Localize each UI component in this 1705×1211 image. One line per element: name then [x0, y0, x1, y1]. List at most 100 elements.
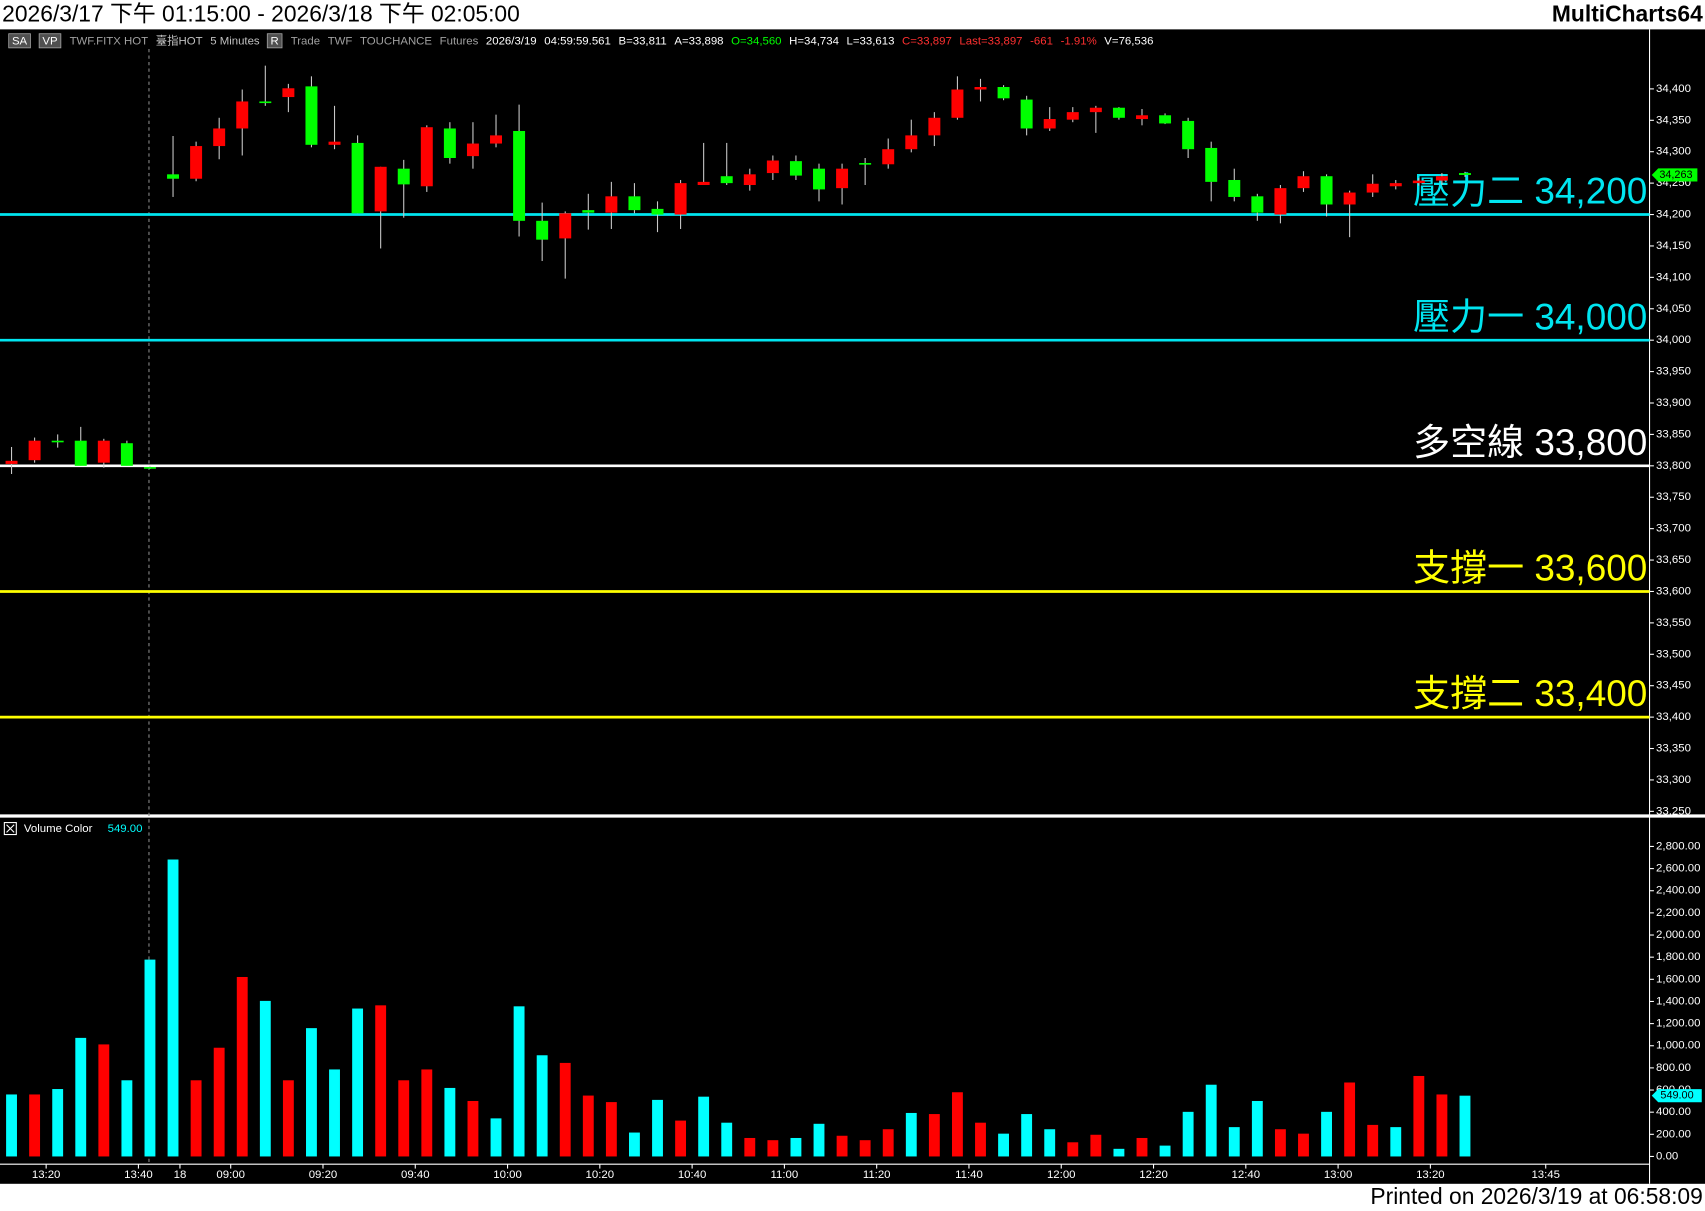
volume-bar	[1228, 1127, 1240, 1157]
candle-body	[859, 163, 872, 165]
volume-bar	[905, 1112, 917, 1157]
y-tick-label: 1,600.00	[1656, 973, 1700, 985]
last-price-marker	[1651, 168, 1698, 182]
toolbar-item: -1.91%	[1061, 35, 1097, 47]
volume-bar	[698, 1096, 710, 1157]
y-tick-label: 33,400	[1656, 711, 1691, 723]
y-tick-label: 1,000.00	[1656, 1040, 1700, 1052]
candle-body	[1412, 180, 1425, 184]
y-tick-label: 33,800	[1656, 460, 1691, 472]
y-tick-label: 800.00	[1656, 1062, 1691, 1074]
candle-body	[836, 168, 849, 189]
x-tick-label: 10:20	[586, 1169, 615, 1181]
volume-bar	[721, 1122, 733, 1157]
candle-body	[51, 440, 64, 443]
volume-bar	[1251, 1100, 1263, 1157]
x-tick-label: 18	[174, 1169, 187, 1181]
toolbar-item: Trade	[291, 35, 320, 47]
y-tick-label: 33,500	[1656, 648, 1691, 660]
level-label: 壓力二 34,200	[1413, 171, 1647, 212]
candle-body	[466, 143, 479, 157]
volume-toggle[interactable]	[3, 822, 17, 836]
candle-body	[1159, 115, 1172, 124]
candle-body	[1182, 120, 1195, 150]
x-tick-label: 12:00	[1047, 1169, 1076, 1181]
x-tick-label: 13:00	[1324, 1169, 1353, 1181]
y-tick-label: 33,650	[1656, 554, 1691, 566]
volume-bar	[329, 1069, 340, 1157]
volume-bar	[652, 1099, 663, 1157]
candle-body	[1112, 107, 1125, 118]
toolbar-item: L=33,613	[847, 35, 895, 47]
candle-body	[259, 101, 272, 104]
candle-body	[766, 160, 779, 174]
volume-bar	[1298, 1133, 1309, 1157]
x-tick-label: 09:00	[216, 1169, 245, 1181]
candle-body	[720, 176, 733, 184]
last-value-label: 549.00	[1660, 1090, 1693, 1102]
volume-bar	[190, 1080, 202, 1157]
candle-body	[1320, 176, 1333, 205]
volume-bar	[1067, 1142, 1079, 1157]
candle-body	[97, 440, 110, 463]
y-tick-label: 33,750	[1656, 491, 1691, 503]
y-tick-label: 34,350	[1656, 114, 1691, 126]
y-tick-label: 34,400	[1656, 83, 1691, 95]
candle-body	[674, 183, 687, 215]
volume-bar	[121, 1080, 133, 1157]
candle-body	[305, 86, 318, 145]
y-tick-label: 2,600.00	[1656, 863, 1700, 875]
candle-body	[1089, 107, 1102, 113]
candle-body	[282, 88, 295, 98]
volume-bar	[1321, 1111, 1332, 1157]
x-tick-label: 09:20	[309, 1169, 338, 1181]
toolbar-button	[8, 33, 31, 49]
toolbar-button	[266, 33, 283, 49]
volume-bar	[1021, 1114, 1033, 1157]
x-tick-label: 10:00	[493, 1169, 522, 1181]
y-tick-label: 34,300	[1656, 146, 1691, 158]
candle-body	[328, 141, 341, 145]
volume-bar	[98, 1044, 110, 1157]
candle-body	[974, 87, 987, 90]
y-tick-label: 34,050	[1656, 303, 1691, 315]
candle-body	[605, 196, 618, 213]
volume-bar	[167, 859, 179, 1157]
candle-body	[1066, 112, 1079, 120]
x-tick-label: 13:20	[1416, 1169, 1445, 1181]
level-label: 多空線 33,800	[1413, 422, 1647, 463]
toolbar: SA VP TWF.FITX HOT 臺指HOT 5 Minutes R Trade TWF T…	[8, 33, 1153, 49]
y-tick-label: 400.00	[1656, 1106, 1691, 1118]
candle-body	[951, 89, 964, 118]
candle-body	[1274, 188, 1287, 215]
volume-bar	[259, 1000, 271, 1157]
y-tick-label: 33,850	[1656, 428, 1691, 440]
toolbar-item: Last=33,897	[959, 35, 1022, 47]
x-tick-label: 11:20	[863, 1169, 891, 1181]
candle-body	[5, 460, 18, 464]
candle-body	[374, 166, 387, 212]
y-tick-label: 200.00	[1656, 1128, 1691, 1140]
y-tick-label: 34,100	[1656, 271, 1691, 283]
y-tick-label: 33,950	[1656, 366, 1691, 378]
x-tick-label: 13:20	[32, 1169, 61, 1181]
candle-body	[443, 128, 456, 158]
volume-bar	[1274, 1129, 1286, 1157]
volume-bar	[29, 1094, 41, 1157]
candle-body	[813, 168, 825, 190]
candle-body	[236, 101, 249, 129]
y-tick-label: 33,550	[1656, 617, 1691, 629]
candle-body	[74, 440, 87, 466]
candle-body	[143, 467, 156, 469]
candle-body	[190, 146, 203, 179]
volume-bar	[1459, 1095, 1471, 1157]
y-tick-label: 1,200.00	[1656, 1018, 1700, 1030]
printed-on: Printed on 2026/3/19 at 06:58:09	[1370, 1183, 1702, 1209]
volume-bar	[236, 976, 248, 1157]
volume-bar	[1136, 1137, 1148, 1157]
y-tick-label: 0.00	[1656, 1150, 1678, 1162]
x-tick-label: 11:40	[955, 1169, 983, 1181]
y-tick-label: 2,000.00	[1656, 929, 1700, 941]
volume-bar	[1413, 1075, 1425, 1157]
